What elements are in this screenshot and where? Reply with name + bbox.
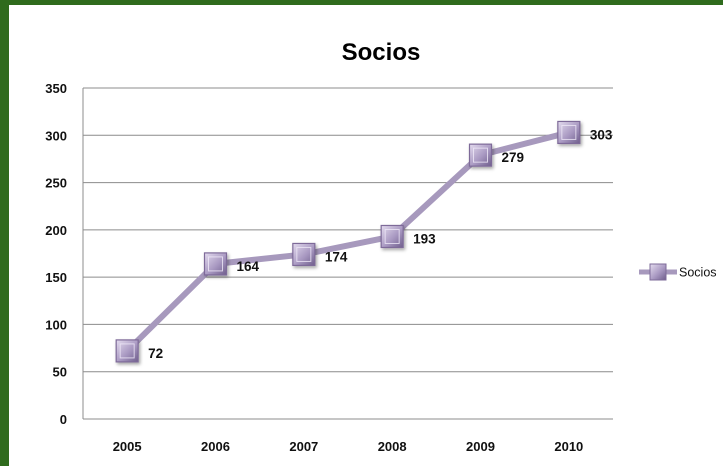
x-tick-label: 2010 (554, 439, 583, 454)
data-point-marker-bevel (119, 343, 135, 359)
data-point-marker (557, 120, 581, 145)
data-label: 193 (413, 231, 436, 246)
y-tick-label: 350 (45, 81, 67, 96)
data-label: 72 (148, 346, 163, 361)
y-tick-label: 100 (45, 317, 67, 332)
data-point-marker-bevel (384, 228, 400, 244)
y-tick-label: 300 (45, 128, 67, 143)
data-point-marker (203, 252, 228, 276)
data-point-marker (468, 143, 493, 167)
y-tick-label: 150 (45, 270, 67, 285)
chart-title: Socios (342, 39, 421, 66)
data-label: 303 (590, 127, 613, 142)
label-layer: 72 164 174 193 279 303 (148, 127, 613, 360)
data-point-marker (380, 224, 404, 249)
data-label: 164 (237, 259, 260, 274)
legend-marker (649, 263, 667, 281)
chart-svg: Socios 0 50 100 150 200 250 300 350 2005 2006 2007… (45, 39, 717, 454)
x-tick-label: 2009 (466, 439, 495, 454)
data-point-marker (292, 242, 316, 267)
data-point-marker-bevel (208, 256, 223, 272)
x-tick-label: 2008 (378, 439, 407, 454)
y-tick-label: 200 (45, 223, 67, 238)
data-point-marker (115, 339, 139, 363)
y-tick-label: 0 (60, 412, 67, 427)
x-tick-label: 2005 (113, 439, 142, 454)
y-tick-label: 250 (45, 176, 67, 191)
y-tick-label: 50 (53, 365, 67, 380)
data-point-marker-bevel (473, 147, 488, 163)
x-tick-label: 2006 (201, 439, 230, 454)
data-label: 174 (325, 249, 348, 264)
x-tick-label: 2007 (289, 439, 318, 454)
data-label: 279 (502, 150, 525, 165)
data-point-marker-bevel (561, 124, 577, 140)
grid-layer (83, 87, 613, 420)
axis-layer: 0 50 100 150 200 250 300 350 2005 2006 2007 2008 200… (45, 81, 583, 454)
data-point-marker-bevel (296, 246, 312, 262)
series-layer (115, 120, 581, 363)
series-line (125, 129, 570, 354)
legend: Socios (639, 263, 717, 281)
legend-label: Socios (679, 266, 717, 280)
